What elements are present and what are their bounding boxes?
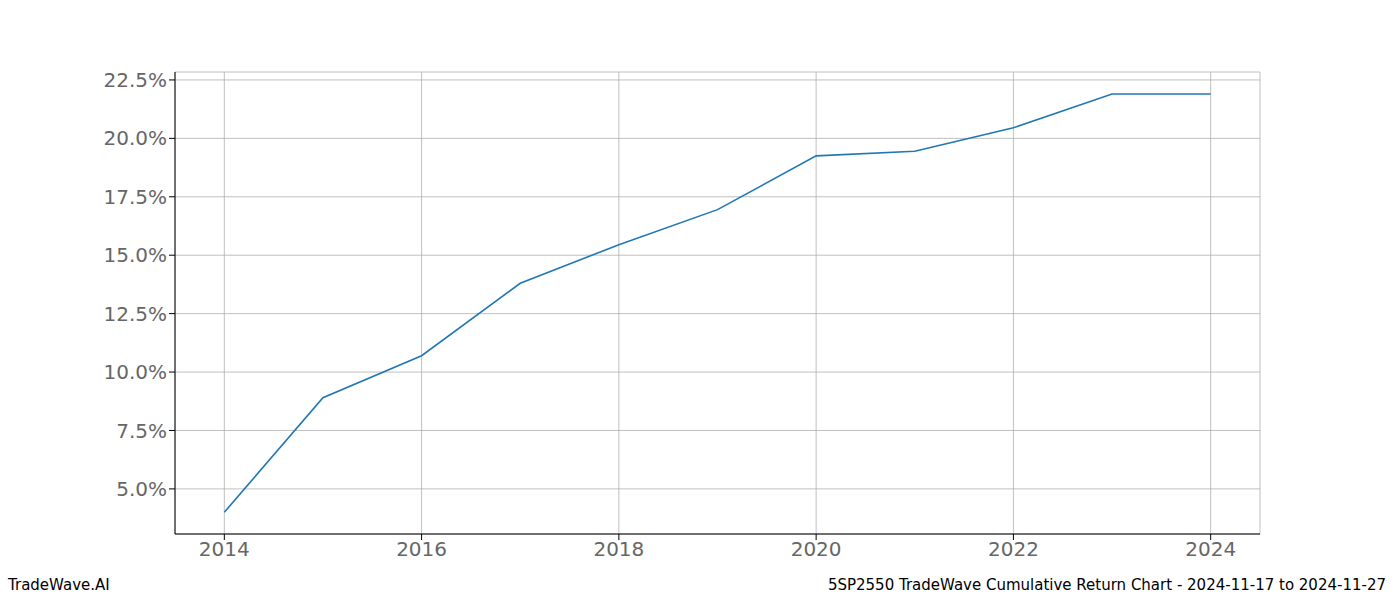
svg-text:2018: 2018 (593, 537, 644, 561)
html-text:TradeWave.AI: TradeWave.AI (8, 576, 110, 594)
svg-text:2016: 2016 (396, 537, 447, 561)
svg-text:15.0%: 15.0% (103, 243, 167, 267)
svg-text:10.0%: 10.0% (103, 360, 167, 384)
svg-text:7.5%: 7.5% (116, 419, 167, 443)
svg-text:12.5%: 12.5% (103, 302, 167, 326)
svg-text:2022: 2022 (988, 537, 1039, 561)
svg-text:2014: 2014 (199, 537, 250, 561)
svg-text:5.0%: 5.0% (116, 477, 167, 501)
svg-text:2020: 2020 (791, 537, 842, 561)
svg-text:22.5%: 22.5% (103, 68, 167, 92)
svg-text:17.5%: 17.5% (103, 185, 167, 209)
html-text:5SP2550 TradeWave Cumulative R: 5SP2550 TradeWave Cumulative Return Char… (827, 576, 1386, 594)
svg-text:20.0%: 20.0% (103, 126, 167, 150)
svg-text:2024: 2024 (1185, 537, 1236, 561)
